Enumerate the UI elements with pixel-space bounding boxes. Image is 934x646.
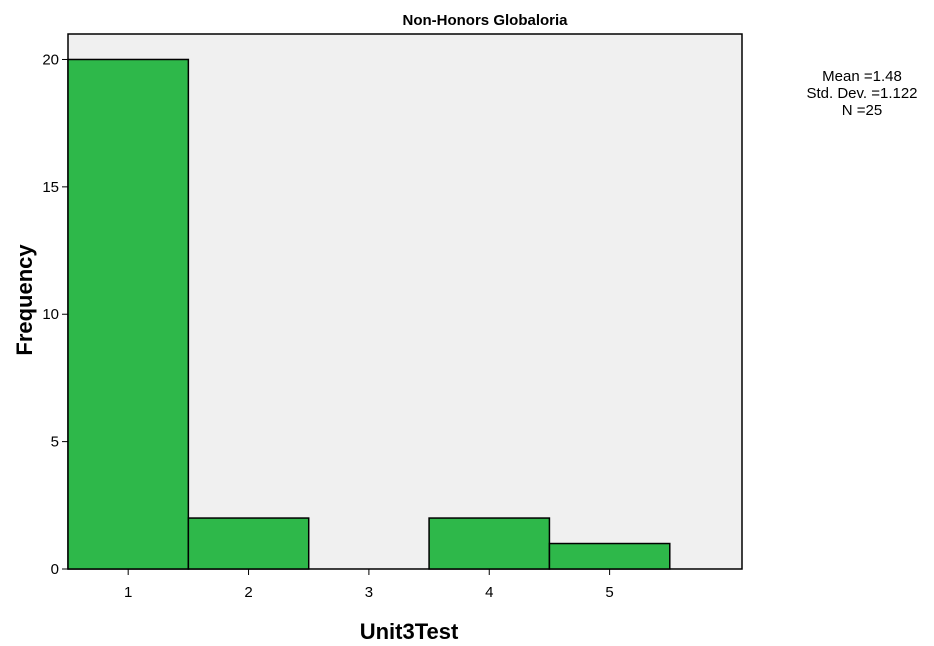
- x-tick-label: 5: [605, 584, 613, 601]
- chart-title: Non-Honors Globaloria: [403, 12, 569, 29]
- x-tick-label: 4: [485, 584, 493, 601]
- bar-1: [67, 58, 190, 570]
- y-axis: 0 5 10 15 20: [42, 51, 68, 578]
- bar-5: [548, 542, 671, 570]
- x-axis: 1 2 3 4 5: [124, 569, 614, 601]
- stats-mean: Mean =1.48: [822, 68, 902, 85]
- stats-n: N =25: [842, 102, 882, 119]
- stats-box: Mean =1.48 Std. Dev. =1.122 N =25: [806, 68, 917, 119]
- bar-4: [428, 517, 551, 570]
- y-tick-label: 0: [51, 561, 59, 578]
- stats-std-dev: Std. Dev. =1.122: [806, 85, 917, 102]
- y-tick-label: 10: [42, 306, 59, 323]
- y-tick-label: 15: [42, 179, 59, 196]
- x-tick-label: 3: [365, 584, 373, 601]
- y-axis-title: Frequency: [12, 244, 37, 356]
- x-tick-label: 1: [124, 584, 132, 601]
- x-axis-title: Unit3Test: [360, 619, 459, 644]
- x-tick-label: 2: [244, 584, 252, 601]
- bars-group: [67, 58, 671, 570]
- bar-2: [187, 517, 310, 570]
- y-tick-label: 5: [51, 434, 59, 451]
- y-tick-label: 20: [42, 51, 59, 68]
